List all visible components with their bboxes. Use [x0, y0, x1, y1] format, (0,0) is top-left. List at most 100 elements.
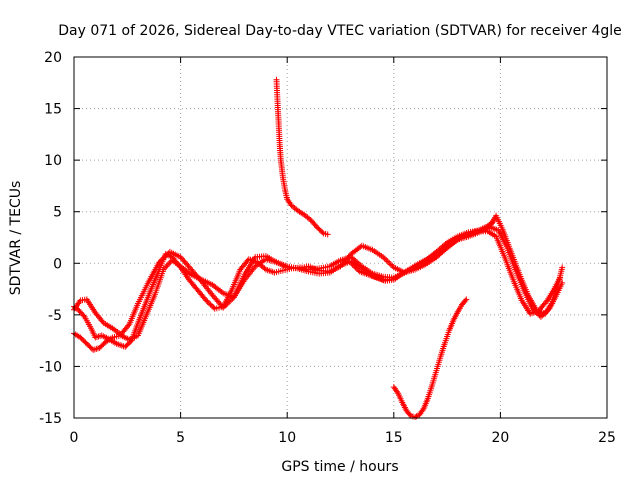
data-point	[158, 261, 161, 264]
data-point	[154, 293, 156, 296]
data-point	[222, 292, 224, 295]
data-point	[350, 262, 353, 265]
data-point	[286, 198, 289, 201]
data-point	[307, 265, 310, 268]
data-point	[190, 268, 193, 271]
y-tick-label: -15	[39, 411, 62, 427]
data-point	[98, 347, 101, 349]
data-point	[231, 289, 233, 291]
data-point	[439, 355, 442, 357]
data-point	[282, 269, 284, 272]
data-point	[309, 219, 312, 221]
data-point	[248, 258, 250, 261]
data-point	[382, 256, 384, 258]
data-point	[297, 267, 299, 270]
data-point	[273, 271, 276, 274]
y-tick-label: -5	[48, 308, 62, 324]
data-point	[143, 305, 146, 308]
data-point	[276, 102, 279, 105]
x-tick-label: 15	[385, 430, 403, 446]
data-point	[137, 334, 139, 337]
data-point	[303, 214, 306, 216]
data-point	[361, 267, 363, 270]
data-point	[137, 322, 139, 324]
data-point	[265, 268, 267, 271]
data-point	[501, 228, 504, 230]
data-point	[83, 316, 86, 318]
x-tick-label: 20	[491, 430, 509, 446]
data-point	[128, 323, 131, 325]
data-point	[431, 384, 434, 386]
series-layer	[71, 76, 566, 420]
data-point	[540, 316, 542, 318]
x-tick-label: 10	[278, 430, 296, 446]
data-point	[361, 245, 363, 247]
data-point	[410, 267, 412, 270]
data-point	[103, 322, 105, 324]
x-tick-label: 5	[176, 430, 185, 446]
data-point	[410, 415, 412, 417]
data-point	[211, 294, 214, 297]
data-point	[339, 264, 342, 267]
data-point	[205, 299, 207, 302]
y-tick-label: 5	[53, 205, 62, 221]
data-point	[418, 262, 421, 265]
data-point	[350, 253, 353, 255]
data-point	[422, 407, 425, 410]
y-axis-label: SDTVAR / TECUs	[8, 181, 24, 296]
data-point	[284, 189, 286, 191]
data-point	[418, 414, 421, 416]
data-point	[120, 333, 122, 336]
data-point	[546, 299, 549, 302]
data-point	[79, 299, 82, 302]
data-point	[557, 284, 559, 286]
data-point	[448, 329, 451, 332]
data-point	[275, 261, 278, 264]
data-point	[286, 265, 289, 268]
data-point	[290, 204, 293, 207]
data-point	[550, 302, 553, 305]
data-point	[150, 289, 152, 291]
data-point	[329, 265, 331, 268]
data-point	[452, 240, 455, 243]
data-point	[495, 235, 497, 238]
data-point	[535, 309, 538, 312]
chart-title: Day 071 of 2026, Sidereal Day-to-day VTE…	[58, 23, 622, 39]
axis-ticks: 0 5 10 15 20 25 -15 -10 -5 0 5 10 15 20	[39, 50, 616, 446]
data-point	[322, 232, 325, 235]
data-point	[493, 220, 495, 222]
data-point	[486, 225, 489, 227]
data-point	[405, 410, 408, 412]
data-point	[497, 229, 500, 232]
data-point	[275, 78, 278, 81]
data-point	[469, 232, 472, 235]
data-point	[527, 294, 529, 297]
data-point	[190, 273, 193, 276]
data-point	[397, 392, 399, 395]
data-point	[461, 303, 463, 306]
data-point	[384, 280, 387, 282]
data-point	[79, 336, 82, 339]
data-point	[326, 233, 329, 236]
data-point	[529, 313, 531, 315]
data-point	[307, 270, 310, 273]
series-track-4	[273, 76, 331, 238]
data-point	[94, 336, 97, 339]
data-point	[503, 256, 506, 258]
data-point	[86, 342, 88, 345]
series-track-6	[348, 218, 497, 284]
data-point	[158, 268, 161, 271]
data-point	[196, 289, 199, 291]
data-point	[427, 397, 429, 400]
data-point	[510, 251, 512, 253]
data-point	[414, 416, 416, 418]
data-point	[137, 302, 139, 305]
data-point	[282, 176, 284, 179]
data-point	[401, 272, 404, 275]
data-point	[393, 279, 395, 281]
data-point	[115, 342, 118, 345]
data-point	[318, 272, 321, 275]
data-point	[561, 266, 563, 269]
